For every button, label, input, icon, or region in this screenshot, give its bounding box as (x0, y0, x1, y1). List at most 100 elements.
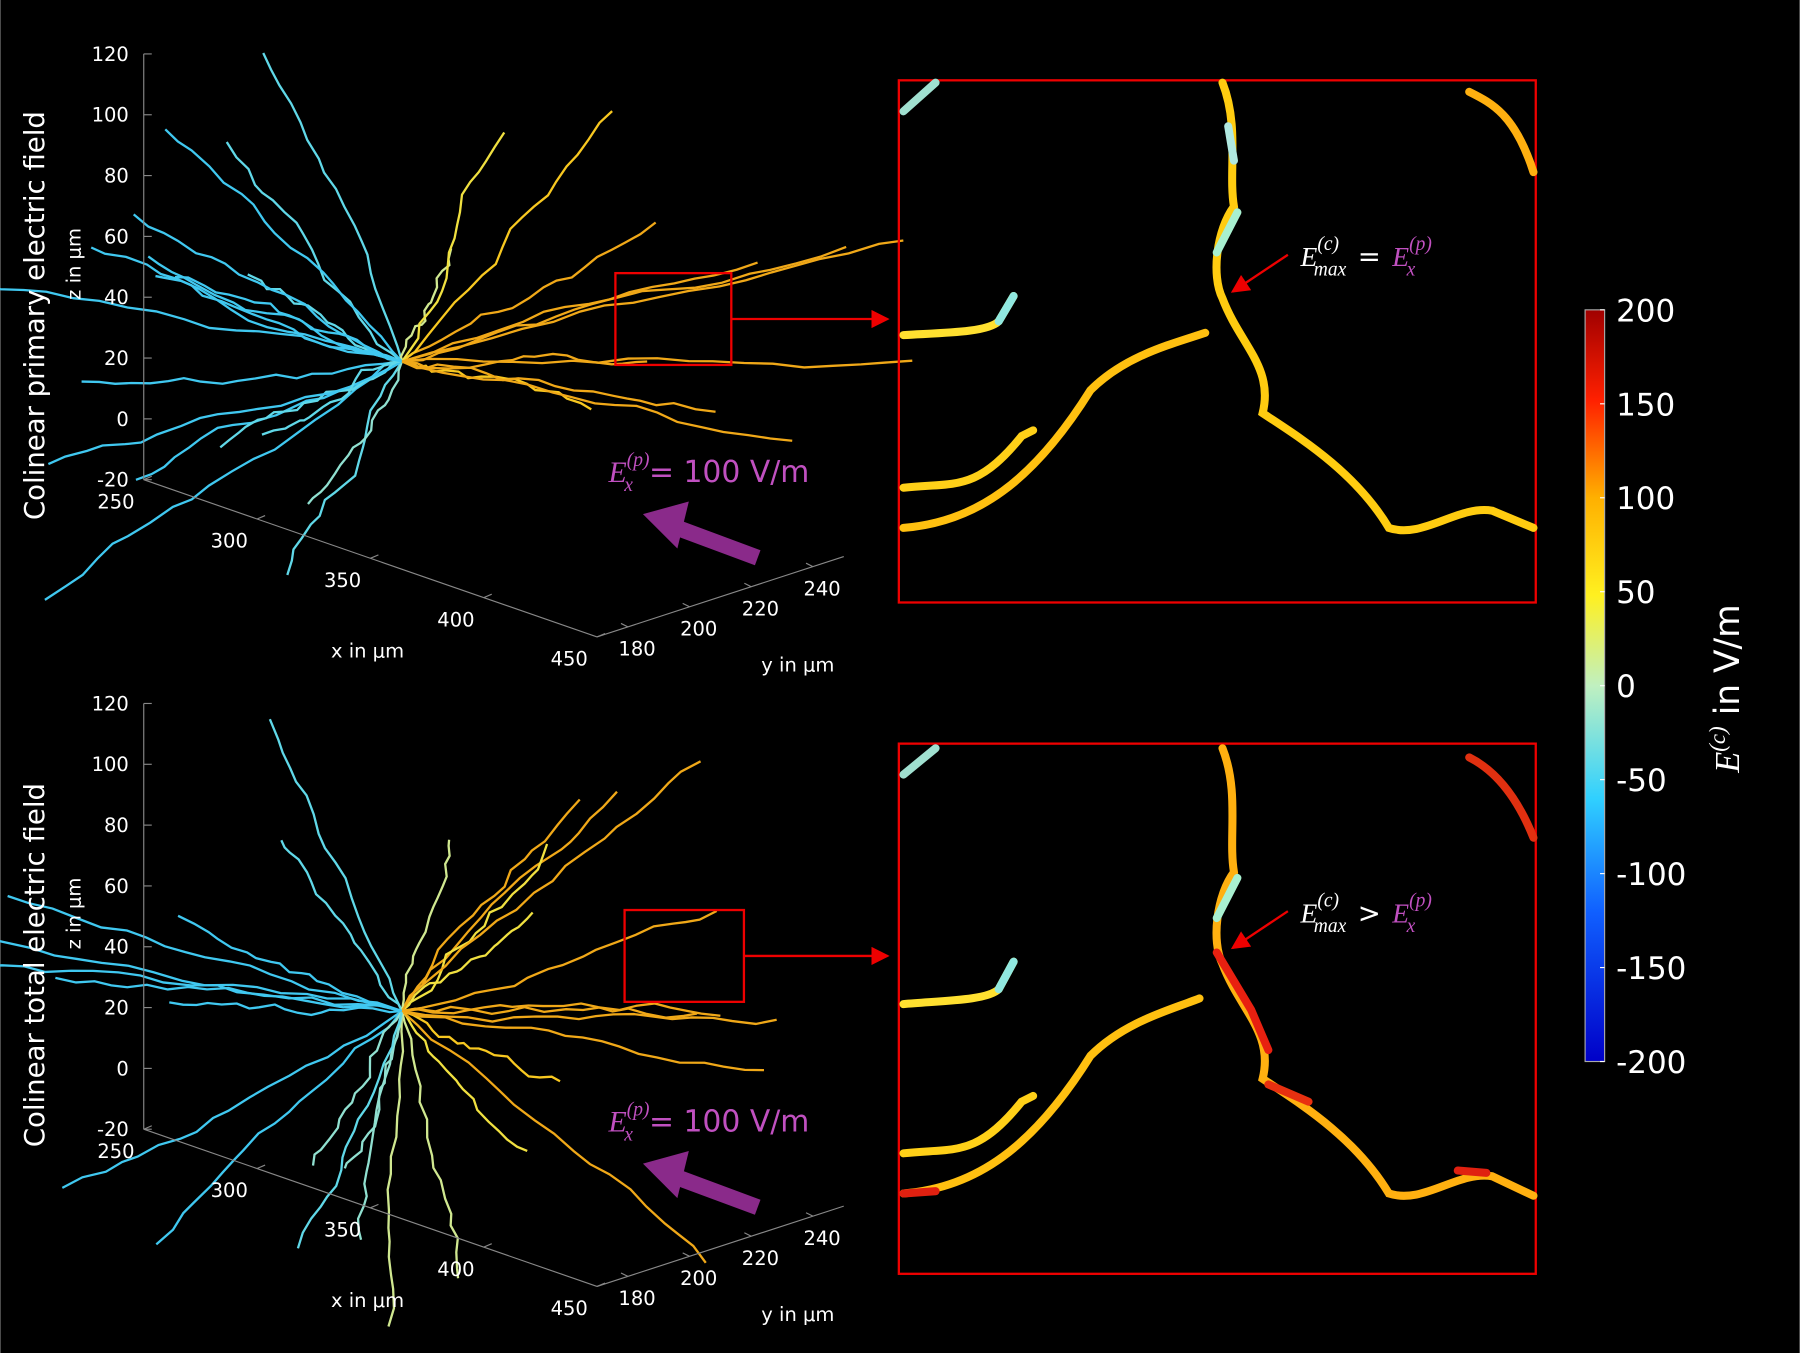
neurite (343, 1010, 404, 1169)
ann-rhs-symbol: E (1391, 898, 1409, 929)
x-axis-label: x in μm (331, 1289, 404, 1312)
y-tick (620, 1272, 629, 1277)
x-tick-label: 300 (211, 1179, 248, 1202)
zoom-2 (897, 742, 1538, 1275)
annotation: E(c) max > E(p) x (1300, 891, 1432, 937)
neurite (400, 760, 702, 1012)
label-rest: in V/m (1708, 604, 1748, 715)
neurite (401, 1010, 528, 1153)
neurite (386, 1010, 405, 1327)
neurite (90, 246, 403, 363)
y-tick-label: 180 (618, 638, 655, 661)
field-label-sub: x (623, 1125, 633, 1146)
x-tick (256, 1164, 266, 1170)
neurite (401, 1010, 707, 1264)
neurite (280, 839, 403, 1012)
colorbar-label: E(c) in V/m (1705, 604, 1748, 773)
field-label-sup: (p) (627, 1099, 650, 1120)
colorbar-tick-label: 100 (1616, 481, 1675, 517)
y-tick (744, 1232, 752, 1237)
neurite (296, 1010, 404, 1249)
neurite (400, 798, 581, 1012)
neurite (268, 718, 403, 1012)
x-tick (143, 475, 153, 481)
neurite (225, 141, 403, 363)
ann-sup: (c) (1317, 234, 1339, 255)
x-tick-label: 300 (211, 530, 248, 553)
colorbar-tick-label: -200 (1616, 1045, 1686, 1081)
z-tick-label: 0 (116, 408, 128, 431)
x-tick (370, 554, 379, 559)
colorbar-tick-label: -50 (1616, 763, 1667, 799)
z-tick-label: 40 (104, 286, 129, 309)
z-tick-label: 80 (104, 164, 129, 187)
field-label-symbol: E (608, 456, 627, 489)
y-axis-label: y in μm (761, 653, 834, 676)
field-direction-arrow (674, 520, 761, 566)
neurite (401, 239, 904, 363)
neurite (401, 221, 657, 363)
x-tick-label: 400 (437, 1258, 474, 1281)
ann-symbol: E (1300, 241, 1318, 272)
ann-rhs-sup: (p) (1409, 891, 1432, 912)
y-tick (744, 582, 752, 588)
y-tick-label: 220 (742, 1247, 779, 1270)
colorbar-tick-label: 150 (1616, 387, 1675, 423)
x-tick-label: 400 (437, 608, 474, 631)
y-tick (620, 622, 629, 628)
z-tick-label: 80 (104, 814, 129, 837)
neurite (401, 1009, 777, 1026)
neurite (81, 360, 403, 385)
neurite (401, 843, 549, 1012)
y-axis (596, 556, 844, 638)
ann-relation: > (1358, 898, 1381, 930)
neurite (307, 361, 404, 505)
neurite (401, 360, 716, 413)
y-tick-label: 240 (803, 1227, 840, 1250)
neurite (401, 352, 648, 369)
neurite (401, 131, 506, 363)
neurite (247, 273, 403, 363)
neurite (219, 360, 403, 449)
ann-sup: (c) (1317, 891, 1339, 912)
neurite (286, 360, 403, 576)
y-axis (596, 1205, 844, 1287)
field-label-symbol: E (608, 1106, 627, 1139)
label-symbol: E (1709, 752, 1747, 774)
z-axis-label: z in μm (63, 878, 86, 950)
colorbar-tick-label: -100 (1616, 857, 1686, 893)
z-tick-label: 120 (92, 692, 129, 715)
z-tick-label: 60 (104, 875, 129, 898)
neurite (401, 360, 793, 442)
y-tick (805, 1212, 814, 1217)
label-sup: (c) (1705, 726, 1730, 751)
ann-rhs-sup: (p) (1409, 234, 1432, 255)
x-tick (256, 515, 266, 520)
y-tick-label: 200 (680, 1267, 717, 1290)
y-tick (682, 1252, 690, 1257)
ann-sub: max (1314, 916, 1347, 937)
neurite (401, 911, 534, 1012)
field-label-sup: (p) (627, 450, 650, 471)
neurite (399, 248, 453, 362)
neurite (401, 1009, 561, 1083)
x-axis-label: x in μm (331, 640, 404, 663)
z-tick-label: -20 (97, 469, 129, 492)
annotation-arrow (1230, 253, 1289, 293)
neurite (169, 1001, 403, 1017)
neurite (44, 360, 403, 601)
z-tick-label: -20 (97, 1118, 129, 1141)
field-label: E(p) x = 100 V/m (608, 450, 810, 496)
x-tick (143, 1125, 153, 1130)
x-tick-label: 350 (324, 569, 361, 592)
x-tick (370, 1203, 379, 1209)
ann-relation: = (1358, 241, 1381, 273)
neurite (400, 839, 451, 1012)
neurite (55, 976, 403, 1013)
x-tick (483, 593, 492, 599)
neurite (311, 1010, 403, 1166)
x-tick (483, 1243, 492, 1248)
z-tick-label: 60 (104, 225, 129, 248)
